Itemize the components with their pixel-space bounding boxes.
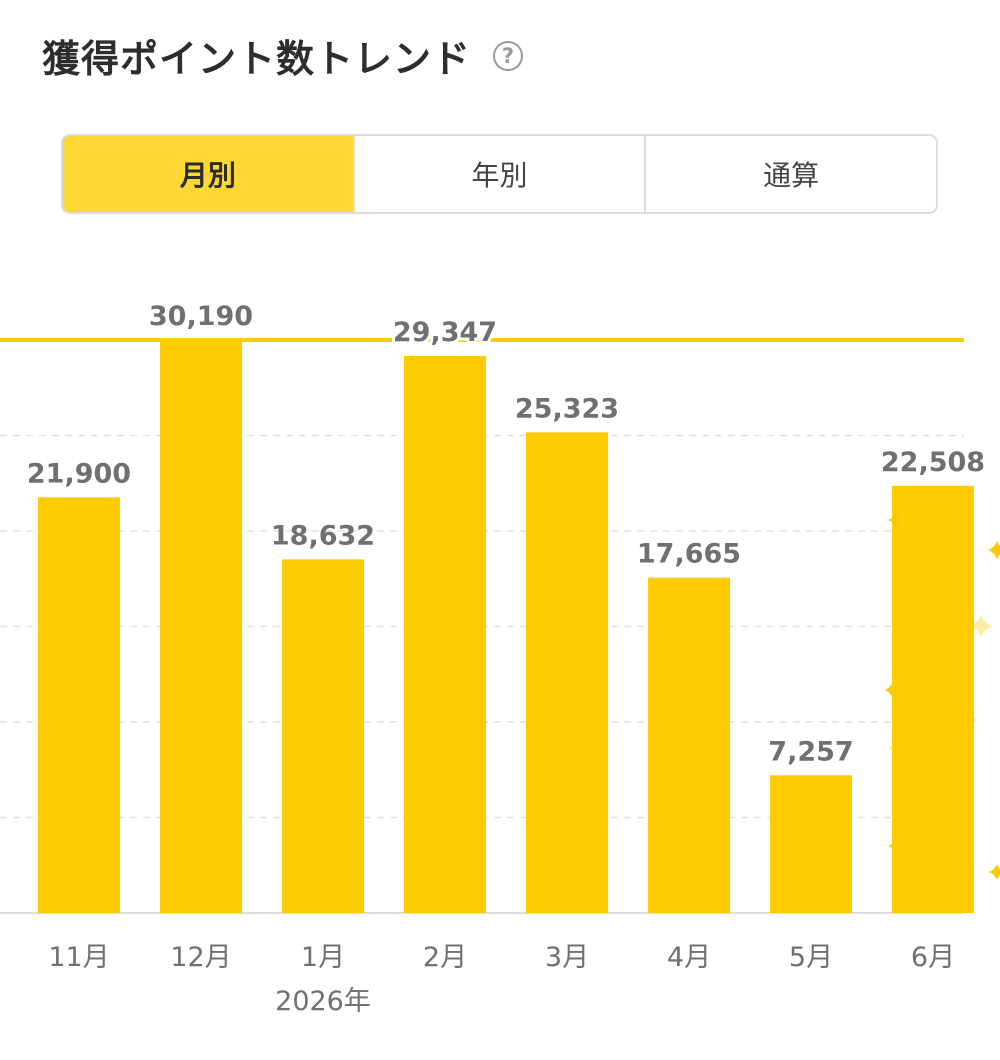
bar-value-label: 29,347 xyxy=(393,317,497,348)
x-tick-label: 1月 xyxy=(301,942,345,973)
bar-value-label: 30,190 xyxy=(149,301,253,332)
period-tabs: 月別 年別 通算 xyxy=(61,134,938,214)
x-tick-label: 3月 xyxy=(545,942,589,973)
bar-2 xyxy=(160,340,242,913)
bar-4 xyxy=(404,355,486,913)
tab-yearly[interactable]: 年別 xyxy=(352,136,645,212)
tab-monthly[interactable]: 月別 xyxy=(63,136,353,212)
x-tick-label: 12月 xyxy=(170,942,231,973)
bar-8 xyxy=(892,485,974,913)
x-tick-label: 5月 xyxy=(789,942,833,973)
bar-value-label: 7,257 xyxy=(768,736,853,767)
x-tick-label: 6月 xyxy=(911,942,955,973)
sparkle-icon xyxy=(970,615,992,637)
bar-value-label: 25,323 xyxy=(515,393,619,424)
bar-6 xyxy=(648,577,730,913)
header: 獲得ポイント数トレンド ? xyxy=(42,28,524,83)
page-title: 獲得ポイント数トレンド xyxy=(42,37,472,81)
question-circle-icon[interactable]: ? xyxy=(493,40,524,71)
bar-value-label: 17,665 xyxy=(637,539,741,570)
bar-value-label: 21,900 xyxy=(27,458,131,489)
x-tick-label: 2月 xyxy=(423,942,467,973)
bar-value-label: 22,508 xyxy=(881,447,985,478)
year-label: 2026年 xyxy=(275,986,371,1017)
bar-7 xyxy=(770,775,852,913)
bar-value-label: 18,632 xyxy=(271,520,375,551)
sparkle-icon xyxy=(989,864,1000,880)
tab-cumulative[interactable]: 通算 xyxy=(644,136,936,212)
bar-3 xyxy=(282,559,364,913)
bar-1 xyxy=(38,497,120,913)
x-tick-label: 11月 xyxy=(48,942,109,973)
sparkle-icon xyxy=(885,684,897,696)
bar-5 xyxy=(526,432,608,913)
x-tick-label: 4月 xyxy=(667,942,711,973)
sparkle-icon xyxy=(988,541,1000,559)
